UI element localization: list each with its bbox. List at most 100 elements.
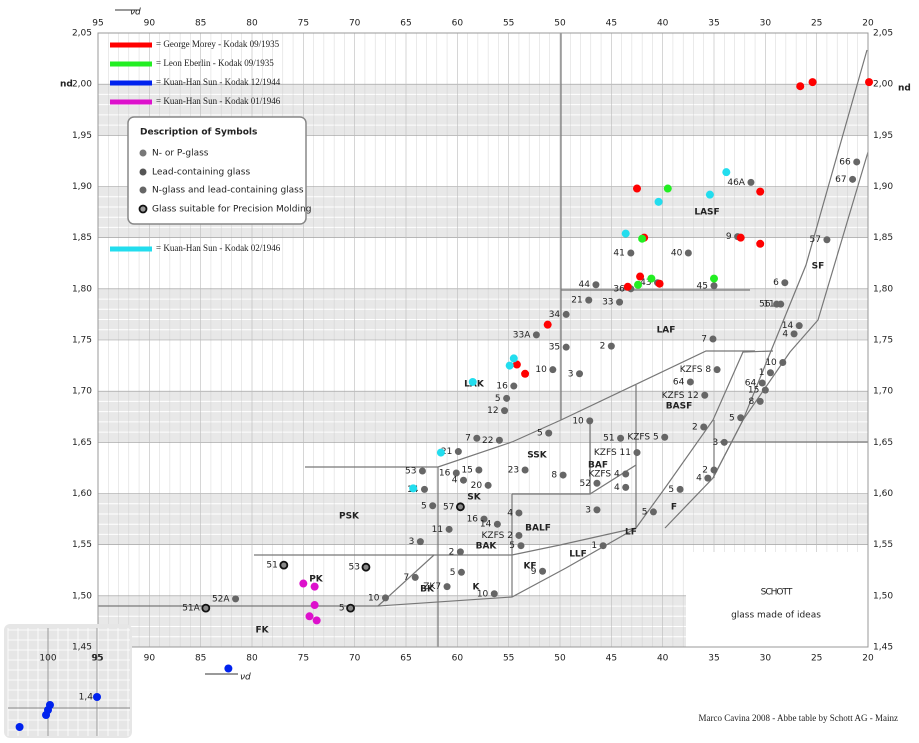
glass-point xyxy=(443,583,451,591)
y-tick-label: 1,65 xyxy=(72,438,92,448)
symbol-icon xyxy=(139,149,147,157)
x-tick-label: 95 xyxy=(92,654,103,664)
glass-label: 5 xyxy=(537,429,543,439)
glass-label: 64 xyxy=(745,378,757,388)
glass-label: 8 xyxy=(748,397,754,407)
x-tick-label: 75 xyxy=(298,654,309,664)
glass-point xyxy=(549,366,557,374)
inset xyxy=(4,624,132,738)
band xyxy=(98,288,868,340)
y-tick-label: 2,00 xyxy=(873,80,893,90)
region-label: PSK xyxy=(339,512,360,522)
glass-point xyxy=(701,391,709,399)
glass-label: 5 xyxy=(495,394,501,404)
y-tick-label: 1,70 xyxy=(873,387,893,397)
glass-point xyxy=(747,178,755,186)
glass-point xyxy=(661,433,669,441)
glass-point xyxy=(515,509,523,517)
glass-point xyxy=(599,542,607,550)
data-point xyxy=(621,229,630,238)
data-point xyxy=(865,78,874,87)
x-tick-label: 90 xyxy=(144,19,156,29)
glass-point xyxy=(720,438,728,446)
glass-label: 44 xyxy=(578,280,590,290)
glass-point xyxy=(676,485,684,493)
glass-point xyxy=(593,506,601,514)
region-label: PK xyxy=(309,575,324,585)
glass-label: 40 xyxy=(671,249,683,259)
glass-label: 2 xyxy=(692,422,698,432)
glass-point xyxy=(420,485,428,493)
y-tick-label: 1,55 xyxy=(873,540,893,550)
glass-label: 4 xyxy=(614,483,620,493)
y-tick-label: 1,80 xyxy=(873,284,893,294)
glass-label: 34 xyxy=(549,310,561,320)
y-tick-label: 1,45 xyxy=(72,643,92,653)
y-axis-label-left: nd xyxy=(60,80,73,90)
y-tick-label: 1,65 xyxy=(873,438,893,448)
glass-point xyxy=(622,470,630,478)
inset-tick-label: 1,4 xyxy=(79,693,94,703)
data-point xyxy=(654,197,663,206)
data-point xyxy=(312,616,321,625)
glass-label: 33A xyxy=(513,330,531,340)
glass-point xyxy=(617,434,625,442)
glass-label: 5 xyxy=(668,485,674,495)
data-point xyxy=(623,282,632,291)
glass-label: 14 xyxy=(782,321,794,331)
legend-label: = Kuan-Han Sun - Kodak 12/1944 xyxy=(156,77,281,87)
logo-slogan: glass made of ideas xyxy=(731,611,821,621)
x-tick-label: 85 xyxy=(195,654,206,664)
glass-label: 4 xyxy=(452,476,458,486)
glass-label: 21 xyxy=(441,447,452,457)
x-tick-label: 50 xyxy=(554,654,566,664)
region-label: LLF xyxy=(569,550,587,560)
x-tick-label: 55 xyxy=(503,654,514,664)
symbol-label: N- or P-glass xyxy=(152,149,209,159)
region-label: SK xyxy=(467,493,481,503)
glass-label: ZK7 xyxy=(423,582,441,592)
glass-point xyxy=(381,594,389,602)
molding-glass-point xyxy=(361,562,371,572)
glass-label: 57 xyxy=(809,235,820,245)
x-tick-label: 35 xyxy=(708,654,719,664)
glass-point xyxy=(411,573,419,581)
glass-label: 16 xyxy=(496,382,508,392)
x-tick-label: 35 xyxy=(708,19,719,29)
x-axis-label-bottom: νd xyxy=(240,673,251,683)
data-point xyxy=(636,272,645,281)
data-point xyxy=(634,280,643,289)
glass-label: 53 xyxy=(349,563,360,573)
glass-label: 9 xyxy=(726,232,732,242)
glass-point xyxy=(232,595,240,603)
inset-point xyxy=(42,711,51,719)
data-point xyxy=(663,184,672,193)
region-label: LF xyxy=(625,528,637,538)
y-tick-label: 1,85 xyxy=(873,233,893,243)
glass-label: 3 xyxy=(585,505,591,515)
glass-label: 16 xyxy=(467,515,479,525)
symbol-label: Lead-containing glass xyxy=(152,168,250,178)
glass-label: 10 xyxy=(368,593,380,603)
glass-label: 10 xyxy=(765,358,777,368)
glass-point xyxy=(457,568,465,576)
glass-point xyxy=(713,366,721,374)
glass-label: 10 xyxy=(572,416,584,426)
glass-point xyxy=(490,590,498,598)
glass-label: 11 xyxy=(432,525,443,535)
glass-point xyxy=(545,429,553,437)
x-tick-label: 80 xyxy=(246,19,258,29)
glass-point xyxy=(710,282,718,290)
x-tick-label: 60 xyxy=(452,19,464,29)
data-point xyxy=(509,354,518,363)
x-tick-label: 20 xyxy=(862,19,874,29)
data-point xyxy=(756,187,765,196)
legend-label: = Leon Eberlin - Kodak 09/1935 xyxy=(156,58,274,68)
glass-label: 8 xyxy=(551,471,557,481)
region-label: F xyxy=(671,503,677,513)
glass-label: 10 xyxy=(477,589,489,599)
y-tick-label: 1,50 xyxy=(873,591,893,601)
glass-point xyxy=(766,369,774,377)
glass-point xyxy=(495,436,503,444)
